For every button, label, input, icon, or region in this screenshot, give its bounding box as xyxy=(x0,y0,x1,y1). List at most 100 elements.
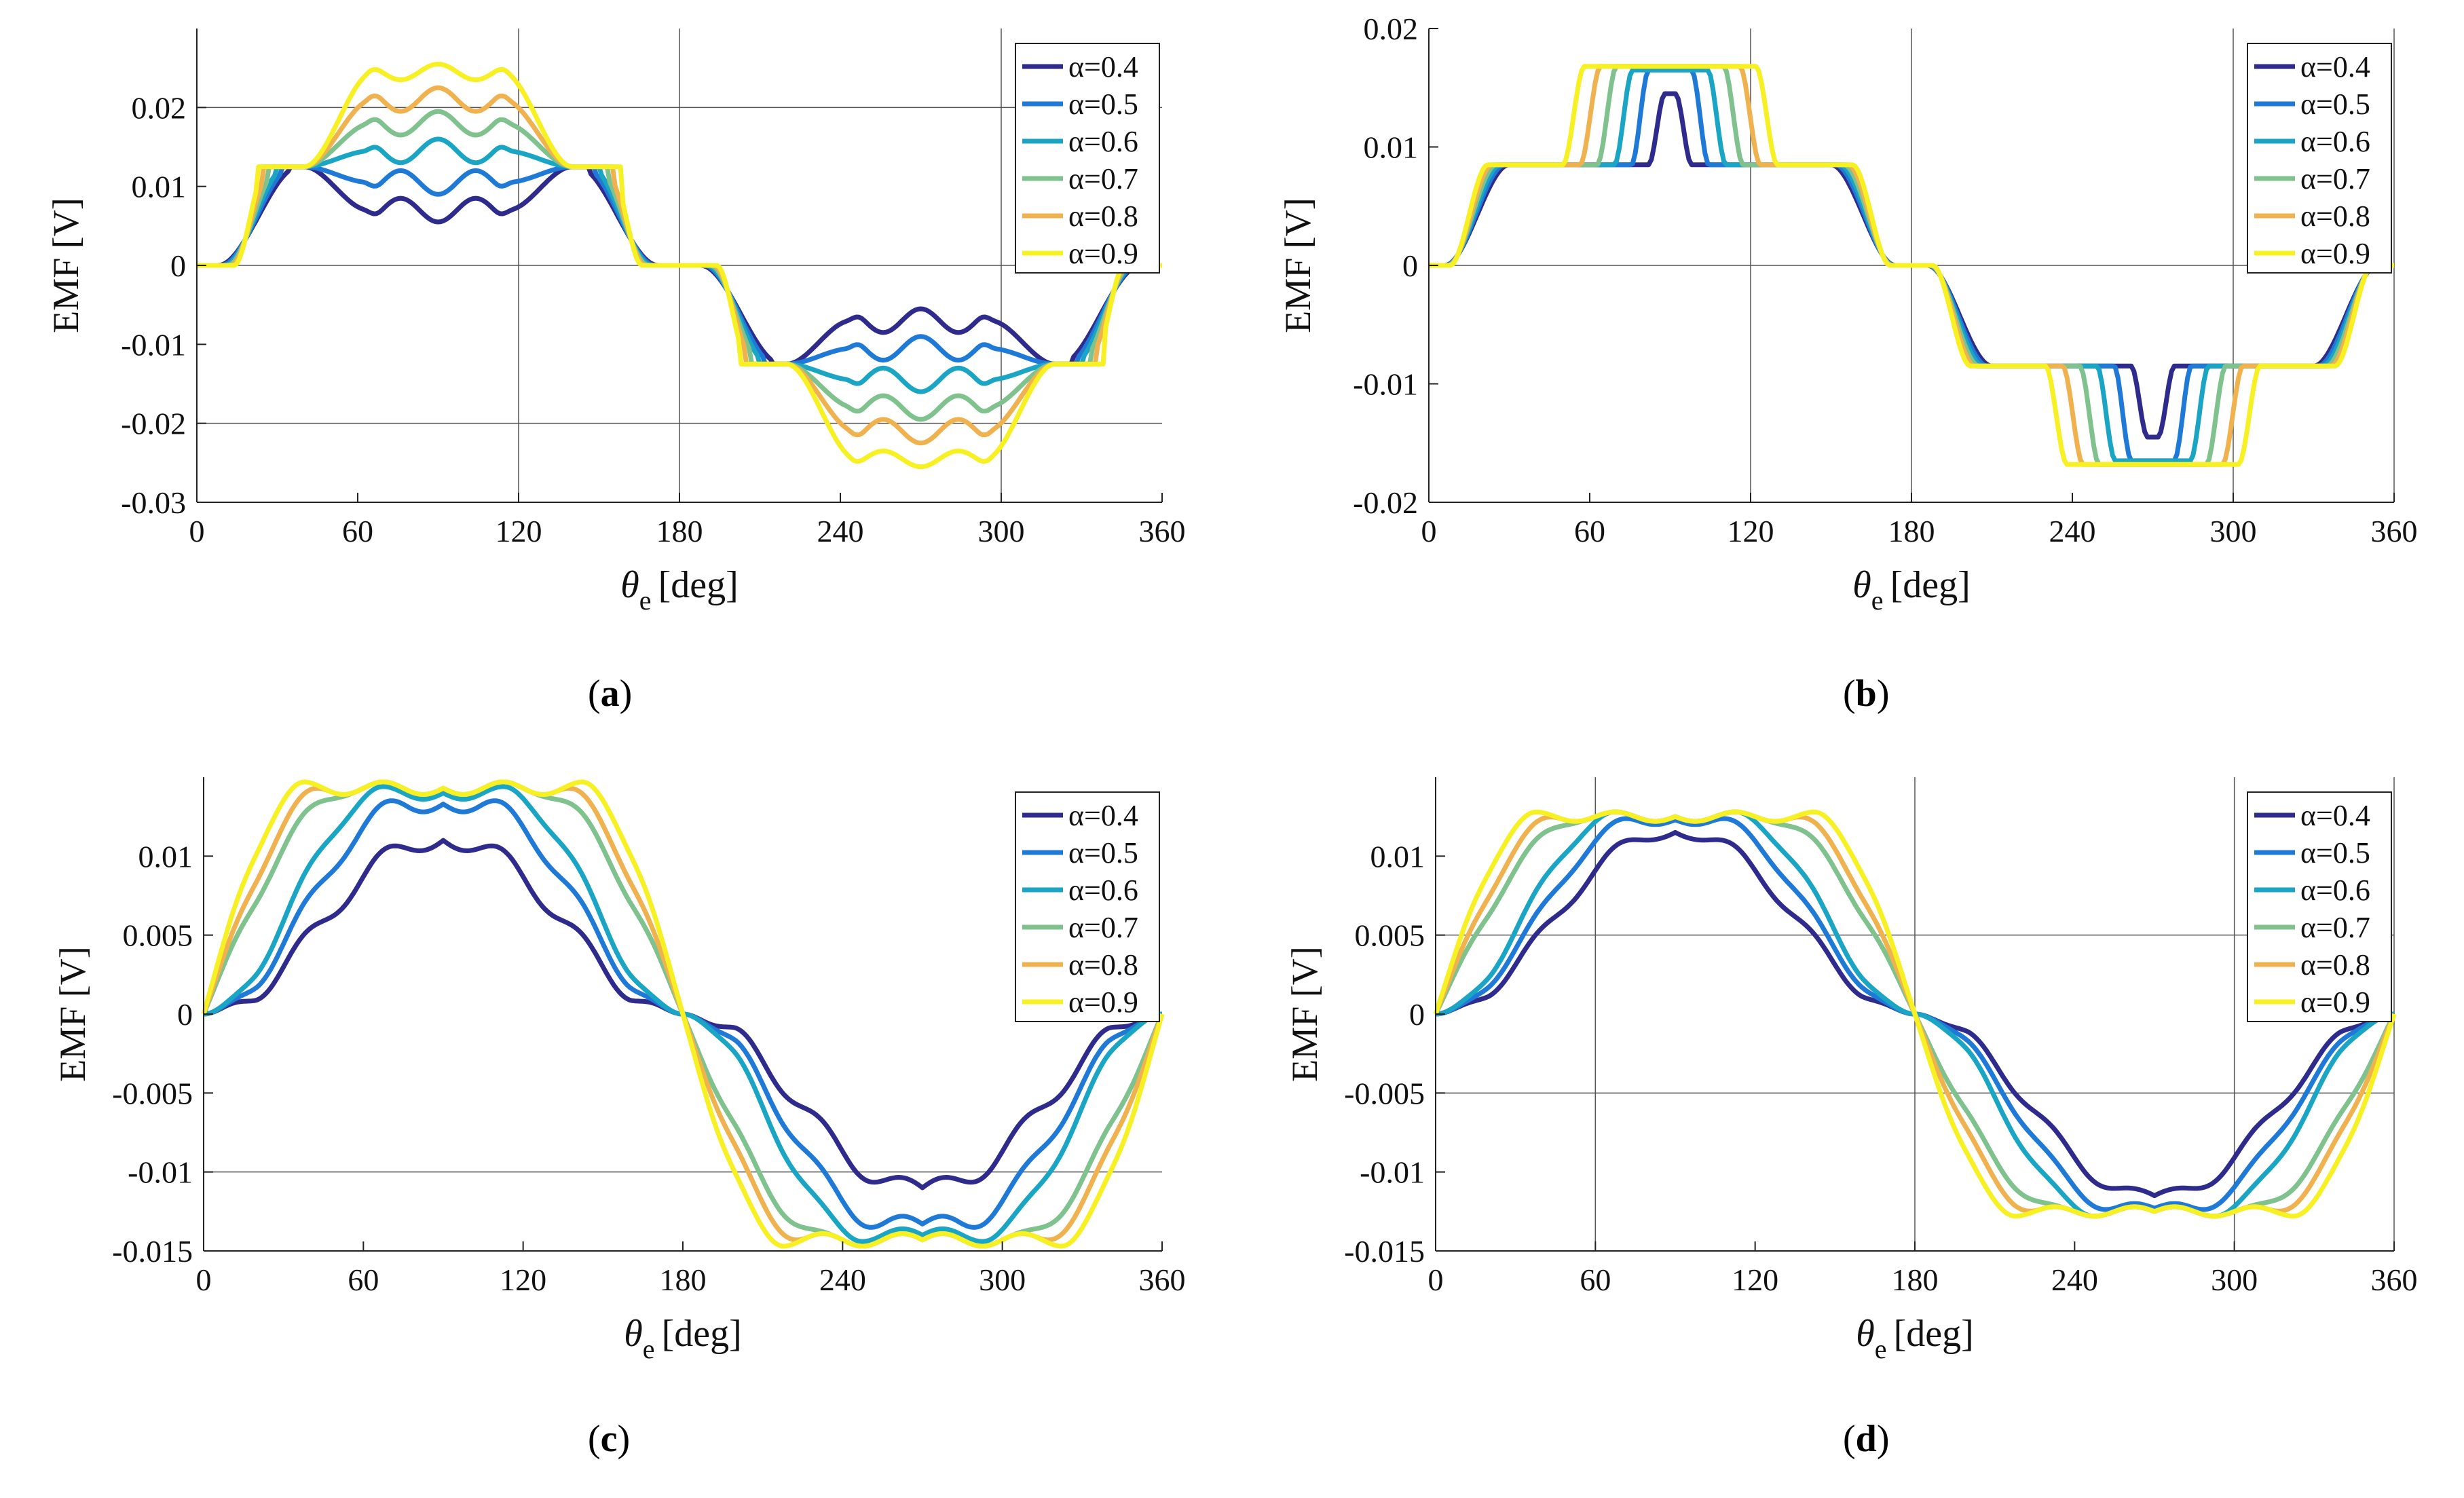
y-tick-label: 0.01 xyxy=(132,170,187,204)
subfigure-b: 0 60 120 180 240 300 360 -0.02 -0.01 0 0.01 0.02 θe[… xyxy=(1232,0,2464,749)
caption-a-letter: a xyxy=(600,673,620,715)
subfigure-c: 0 60 120 180 240 300 360 -0.015 -0.01 -0.005 0 0.00… xyxy=(0,749,1232,1497)
x-tick-label: 120 xyxy=(500,1262,546,1297)
legend-label: α=0.9 xyxy=(2300,237,2370,270)
chart-d-svg: 0 60 120 180 240 300 360 -0.015 -0.01 -0.005 0 0.00… xyxy=(1284,777,2418,1364)
y-tick-label: -0.015 xyxy=(112,1234,193,1269)
legend-label: α=0.6 xyxy=(2300,874,2370,907)
x-axis-label-sub: e xyxy=(1875,1334,1887,1364)
x-tick-label: 180 xyxy=(656,514,703,548)
x-tick-label: 60 xyxy=(342,514,373,548)
x-axis-label: θe [deg] xyxy=(1852,564,1970,616)
x-tick-label: 240 xyxy=(2051,1262,2098,1297)
x-tick-label: 120 xyxy=(496,514,542,548)
y-tick-label: 0 xyxy=(1409,997,1425,1032)
chart-c-svg: 0 60 120 180 240 300 360 -0.015 -0.01 -0.005 0 0.00… xyxy=(52,777,1186,1364)
x-tick-label: 300 xyxy=(978,514,1025,548)
legend-box xyxy=(1015,791,1160,1022)
legend-label: α=0.5 xyxy=(1068,836,1138,869)
y-tick-label: 0.02 xyxy=(132,90,187,125)
y-tick-label: -0.015 xyxy=(1344,1234,1425,1269)
caption-d: (d) xyxy=(1843,1418,1890,1460)
caption-b: (b) xyxy=(1843,673,1890,715)
legend-label: α=0.4 xyxy=(1068,50,1138,83)
x-tick-label: 240 xyxy=(819,1262,866,1297)
legend-label: α=0.5 xyxy=(1068,88,1138,121)
subfigure-d: 0 60 120 180 240 300 360 -0.015 -0.01 -0.005 0 0.00… xyxy=(1232,749,2464,1497)
x-axis-label-symbol: θ xyxy=(620,564,639,606)
legend-label: α=0.8 xyxy=(2300,200,2370,233)
legend-label: α=0.9 xyxy=(2300,986,2370,1019)
x-axis-label: θe [deg] xyxy=(1856,1313,1973,1364)
x-axis-label-unit: [deg] xyxy=(1894,1313,1974,1355)
series-line-0-9 xyxy=(1433,809,2397,1219)
y-tick-label: -0.01 xyxy=(1353,367,1418,402)
y-tick-label: -0.005 xyxy=(1344,1076,1425,1110)
x-axis-label: θe [deg] xyxy=(624,1313,741,1364)
x-axis-label-sub: e xyxy=(1871,585,1884,616)
y-tick-label: -0.02 xyxy=(1353,485,1418,520)
x-tick-label: 0 xyxy=(1428,1262,1444,1297)
x-tick-label: 360 xyxy=(1139,1262,1186,1297)
x-tick-label: 120 xyxy=(1728,514,1774,548)
series-line-0-9 xyxy=(197,61,1162,470)
x-tick-label: 240 xyxy=(2049,514,2096,548)
legend-label: α=0.8 xyxy=(2300,948,2370,981)
x-tick-label: 60 xyxy=(1580,1262,1611,1297)
legend: α=0.4 α=0.5 α=0.6 α=0.7 α=0.8 α=0.9 xyxy=(2247,43,2392,274)
legend-label: α=0.5 xyxy=(2300,836,2370,869)
legend-label: α=0.7 xyxy=(2300,162,2370,195)
x-tick-label: 300 xyxy=(2210,514,2257,548)
x-tick-label: 300 xyxy=(979,1262,1026,1297)
y-axis-label: EMF [V] xyxy=(1277,198,1318,333)
y-tick-label: -0.02 xyxy=(121,407,186,441)
x-tick-label: 60 xyxy=(348,1262,379,1297)
legend: α=0.4 α=0.5 α=0.6 α=0.7 α=0.8 α=0.9 xyxy=(1015,791,1160,1022)
y-tick-label: -0.01 xyxy=(121,327,186,362)
series-line-0-9 xyxy=(1429,64,2394,467)
series-line-0-9 xyxy=(201,779,1165,1249)
y-tick-label: 0 xyxy=(177,997,193,1032)
caption-a: (a) xyxy=(588,673,633,715)
x-tick-label: 0 xyxy=(1421,514,1437,548)
legend-label: α=0.7 xyxy=(2300,911,2370,944)
x-tick-label: 180 xyxy=(1892,1262,1939,1297)
y-tick-label: 0.02 xyxy=(1364,12,1419,46)
y-tick-label: 0.01 xyxy=(1364,130,1419,165)
subfigure-a: 0 60 120 180 240 300 360 -0.03 -0.02 -0.01 0 0.01 0.… xyxy=(0,0,1232,749)
caption-b-letter: b xyxy=(1855,673,1877,715)
legend-label: α=0.4 xyxy=(1068,799,1138,832)
x-axis-label-unit: [deg] xyxy=(658,564,739,606)
y-tick-label: -0.03 xyxy=(121,485,186,520)
x-tick-label: 360 xyxy=(2371,1262,2418,1297)
y-axis-label: EMF [V] xyxy=(52,946,93,1082)
legend-box xyxy=(1015,43,1160,274)
x-tick-label: 300 xyxy=(2211,1262,2258,1297)
x-tick-label: 180 xyxy=(660,1262,707,1297)
x-axis-label-unit: [deg] xyxy=(1890,564,1971,606)
legend-label: α=0.7 xyxy=(1068,162,1138,195)
x-tick-label: 240 xyxy=(817,514,864,548)
x-tick-label: 0 xyxy=(196,1262,212,1297)
legend-label: α=0.8 xyxy=(1068,948,1138,981)
x-tick-label: 180 xyxy=(1888,514,1935,548)
legend-label: α=0.8 xyxy=(1068,200,1138,233)
legend-box xyxy=(2247,43,2392,274)
x-axis-label: θe [deg] xyxy=(620,564,738,616)
caption-c: (c) xyxy=(588,1418,631,1460)
legend-label: α=0.7 xyxy=(1068,911,1138,944)
legend-label: α=0.9 xyxy=(1068,237,1138,270)
legend: α=0.4 α=0.5 α=0.6 α=0.7 α=0.8 α=0.9 xyxy=(2247,791,2392,1022)
x-tick-label: 360 xyxy=(2371,514,2418,548)
y-tick-label: 0.01 xyxy=(138,839,193,874)
y-tick-label: -0.01 xyxy=(128,1155,193,1190)
legend-label: α=0.6 xyxy=(1068,874,1138,907)
x-tick-label: 60 xyxy=(1574,514,1605,548)
y-axis-label: EMF [V] xyxy=(1284,946,1325,1082)
caption-d-letter: d xyxy=(1855,1418,1877,1460)
x-axis-label-symbol: θ xyxy=(1856,1313,1875,1355)
x-axis-label-symbol: θ xyxy=(624,1313,643,1355)
y-tick-label: -0.005 xyxy=(112,1076,193,1110)
y-tick-label: -0.01 xyxy=(1360,1155,1425,1190)
x-tick-label: 0 xyxy=(189,514,205,548)
